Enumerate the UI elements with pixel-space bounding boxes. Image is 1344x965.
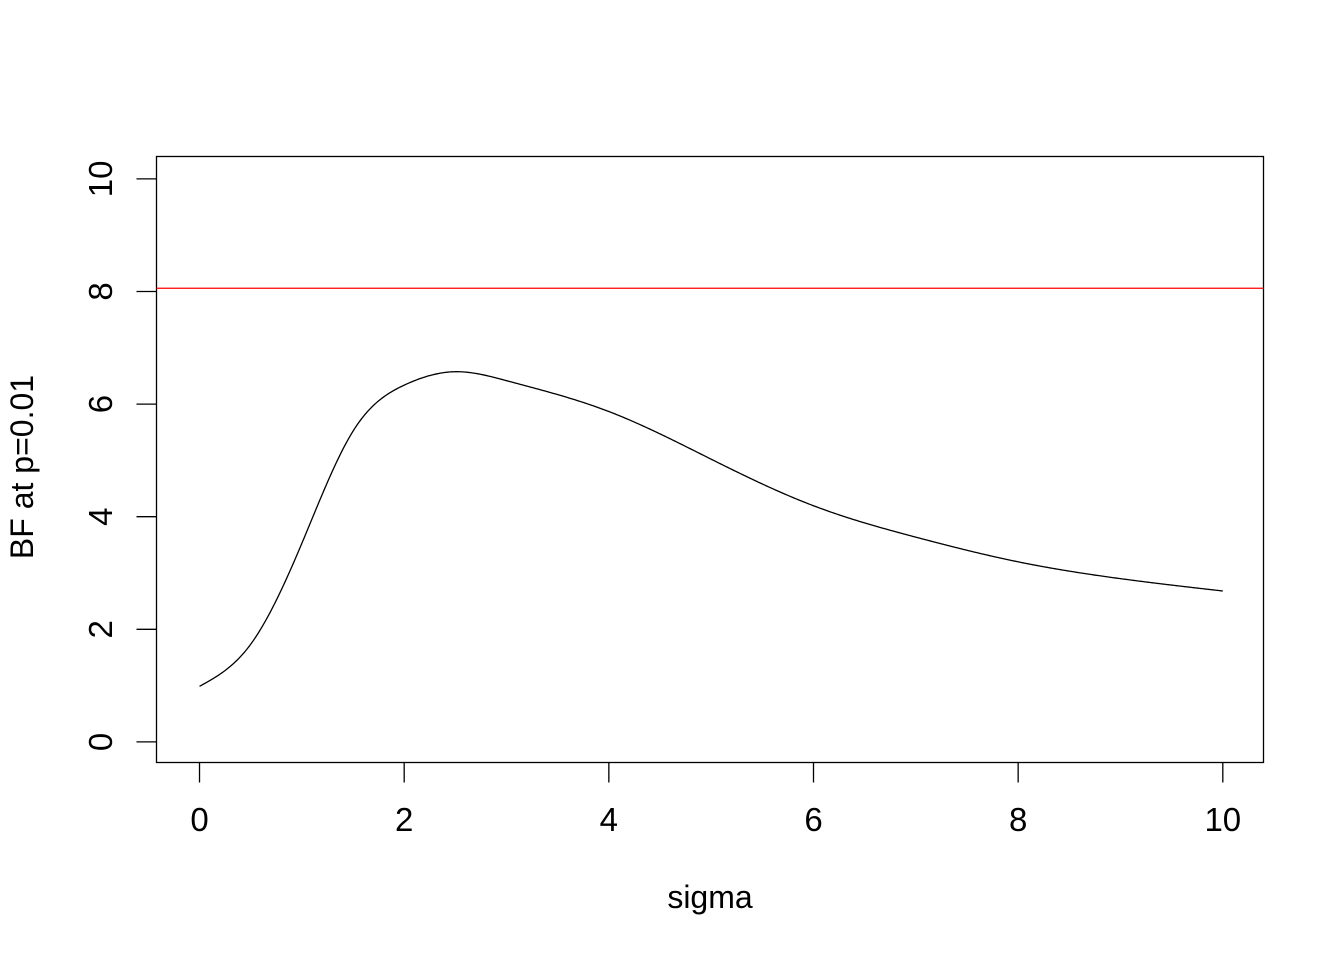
svg-text:BF at p=0.01: BF at p=0.01 (4, 375, 40, 559)
svg-text:sigma: sigma (667, 879, 753, 915)
svg-text:2: 2 (82, 620, 119, 638)
svg-text:0: 0 (82, 733, 119, 751)
svg-text:10: 10 (1204, 801, 1241, 838)
svg-text:4: 4 (82, 508, 119, 526)
svg-text:6: 6 (82, 395, 119, 413)
svg-text:6: 6 (804, 801, 822, 838)
svg-text:0: 0 (190, 801, 208, 838)
svg-text:8: 8 (1009, 801, 1027, 838)
svg-text:4: 4 (600, 801, 618, 838)
svg-text:10: 10 (82, 161, 119, 198)
svg-text:8: 8 (82, 282, 119, 300)
svg-text:2: 2 (395, 801, 413, 838)
